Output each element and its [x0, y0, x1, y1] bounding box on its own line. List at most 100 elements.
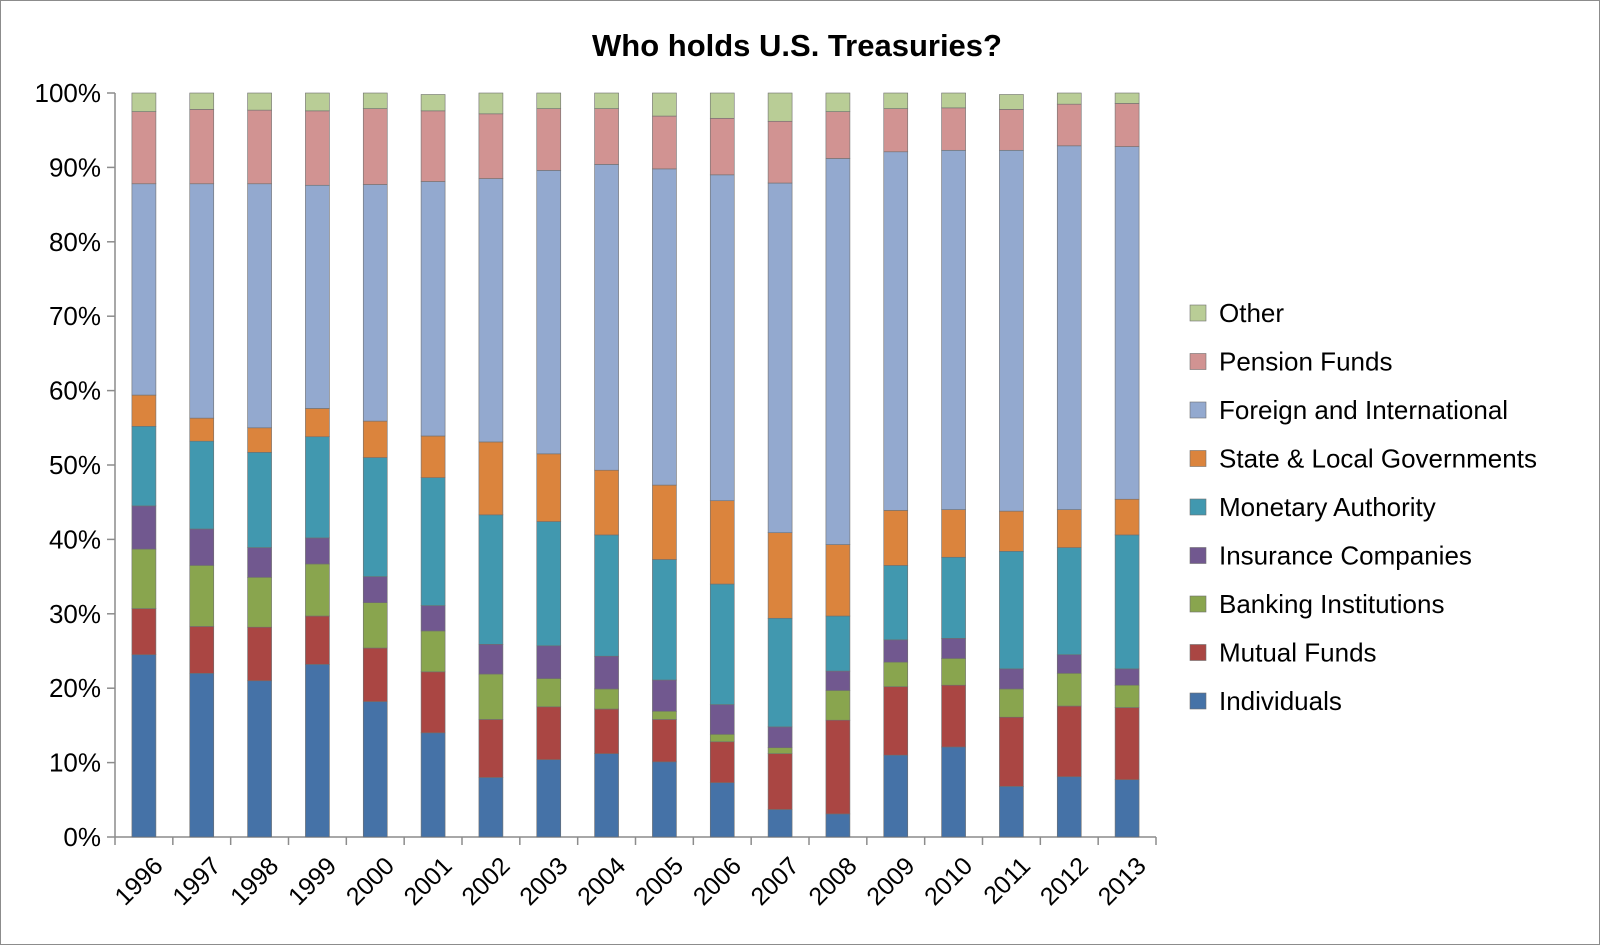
bar-segment [305, 563, 330, 617]
bar-stack [767, 92, 793, 838]
bar-segment [362, 602, 388, 649]
bar-segment [536, 453, 562, 522]
legend-label: Other [1219, 298, 1284, 328]
x-tick-label: 2008 [803, 852, 862, 911]
bar-segment [1114, 779, 1140, 838]
bar-segment [420, 110, 446, 182]
bar-segment [247, 183, 272, 429]
bar-segment [305, 408, 330, 438]
bar-segment [420, 94, 446, 112]
bar-segment [883, 639, 909, 663]
bar-segment [247, 109, 272, 185]
bar-segment [189, 109, 215, 185]
bar-segment [478, 441, 504, 516]
bar-segment [883, 686, 909, 756]
bar-segment [999, 510, 1024, 552]
bar-segment [999, 94, 1024, 110]
x-tick-label: 1997 [167, 852, 226, 911]
plot-area [107, 92, 1157, 845]
bar-segment [825, 544, 851, 617]
bar-segment [999, 716, 1024, 787]
bar-segment [999, 668, 1024, 690]
legend-label: Mutual Funds [1219, 638, 1377, 668]
bar-segment [362, 420, 388, 458]
bar-segment [305, 436, 330, 539]
bar-segment [478, 719, 504, 778]
bar-segment [767, 617, 793, 728]
bar-stack [709, 92, 735, 838]
bar-segment [594, 688, 619, 710]
x-tick-label: 2005 [630, 852, 689, 911]
bar-segment [536, 170, 562, 455]
bar-segment [825, 111, 851, 159]
bar-segment [478, 92, 504, 115]
bar-segment [709, 741, 735, 783]
bar-segment [189, 92, 215, 110]
bar-segment [362, 184, 388, 422]
bar-segment [536, 521, 562, 647]
bar-segment [362, 92, 388, 109]
bar-segment [305, 184, 330, 409]
bar-segment [478, 644, 504, 675]
bar-segment [883, 754, 909, 838]
legend-swatch [1189, 595, 1207, 613]
bar-segment [305, 110, 330, 186]
legend-item: Mutual Funds [1189, 638, 1377, 668]
bar-segment [767, 182, 793, 534]
bar-segment [362, 576, 388, 603]
x-tick-label: 2000 [341, 852, 400, 911]
bar-segment [420, 732, 446, 838]
bar-segment [420, 671, 446, 734]
x-tick-label: 1996 [109, 852, 168, 911]
legend-item: State & Local Governments [1189, 444, 1537, 474]
bar-segment [941, 509, 966, 558]
bar-stack [1056, 92, 1082, 838]
bar-segment [594, 753, 619, 838]
bar-segment [1114, 707, 1140, 781]
x-tick-label: 1999 [283, 852, 342, 911]
bar-segment [941, 684, 966, 748]
bar-segment [594, 708, 619, 754]
bar-segment [825, 670, 851, 691]
bar-segment [941, 658, 966, 686]
bar-segment [652, 484, 677, 560]
bar-segment [941, 107, 966, 151]
bar-segment [305, 615, 330, 665]
bar-segment [825, 719, 851, 815]
legend-swatch [1189, 692, 1207, 710]
legend-label: State & Local Governments [1219, 444, 1537, 474]
bar-segment [536, 108, 562, 171]
bar-segment [941, 92, 966, 109]
bar-segment [478, 113, 504, 179]
bar-segment [652, 710, 677, 720]
bar-segment [825, 690, 851, 721]
bar-segment [131, 111, 157, 185]
bar-segment [1114, 103, 1140, 147]
x-tick-label: 2013 [1093, 852, 1152, 911]
legend-swatch [1189, 498, 1207, 516]
bar-segment [247, 547, 272, 578]
bar-stack [478, 92, 504, 838]
bar-segment [420, 605, 446, 632]
bar-segment [825, 615, 851, 672]
x-tick-label: 2009 [861, 852, 920, 911]
bar-segment [709, 782, 735, 838]
bar-segment [594, 469, 619, 536]
legend-label: Pension Funds [1219, 347, 1392, 377]
legend-item: Individuals [1189, 686, 1342, 716]
bar-segment [1114, 534, 1140, 670]
bar-segment [189, 673, 215, 838]
legend-item: Insurance Companies [1189, 541, 1472, 571]
bar-segment [420, 630, 446, 673]
bar-segment [652, 168, 677, 486]
bar-segment [305, 537, 330, 565]
bar-segment [247, 427, 272, 453]
legend-item: Foreign and International [1189, 395, 1508, 425]
bar-segment [594, 108, 619, 165]
bar-segment [131, 426, 157, 507]
bar-segment [1114, 668, 1140, 686]
bar-segment [362, 701, 388, 838]
bar-segment [131, 183, 157, 396]
bar-segment [189, 417, 215, 442]
bar-segment [709, 734, 735, 743]
